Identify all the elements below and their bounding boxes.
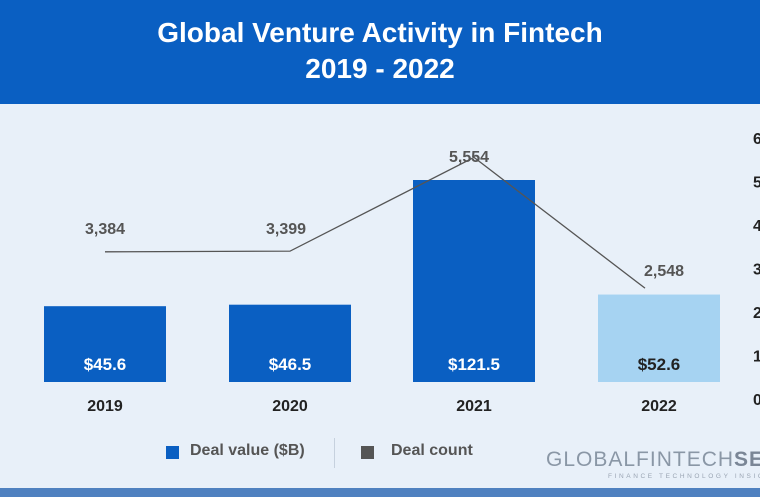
- legend-swatch-deal-count: [361, 446, 374, 459]
- legend-divider: [334, 438, 335, 468]
- legend-swatch-deal-value: [166, 446, 179, 459]
- chart-plot: $45.6 $46.5 $121.5 $52.6 2019 2020 2021 2022 3,3…: [44, 131, 760, 415]
- chart-subtitle: 2019 - 2022: [305, 53, 455, 84]
- deal-count-label-2022: 2,548: [644, 263, 684, 280]
- x-tick-label-2020: 2020: [272, 398, 308, 415]
- bar-2022: [598, 294, 720, 382]
- right-axis-tick-4: 4: [753, 218, 760, 235]
- deal-count-line: [104, 156, 646, 289]
- right-axis-tick-5: 5: [753, 175, 760, 192]
- legend-label-deal-count: Deal count: [391, 442, 473, 459]
- right-axis-tick-3: 3: [753, 262, 760, 279]
- deal-count-label-2021: 5,554: [449, 149, 489, 166]
- deal-count-label-2020: 3,399: [266, 221, 306, 238]
- brand-name-suffix: SE: [734, 448, 760, 471]
- chart-header: Global Venture Activity in Fintech 2019 …: [0, 0, 760, 104]
- bar-value-label-2020: $46.5: [269, 355, 312, 374]
- chart-title: Global Venture Activity in Fintech: [157, 17, 603, 48]
- chart-legend: Deal value ($B) Deal count: [0, 438, 760, 468]
- brand-name: GLOBALFINTECH: [546, 448, 735, 471]
- footer-bar: [0, 488, 760, 497]
- right-axis-tick-2: 2: [753, 305, 760, 322]
- brand-logo: GLOBALFINTECHSE FINANCE TECHNOLOGY INSIG…: [546, 448, 760, 488]
- right-axis-tick-0: 0: [753, 392, 760, 409]
- bar-2020: [229, 304, 351, 382]
- bar-value-label-2022: $52.6: [638, 355, 681, 374]
- x-tick-label-2022: 2022: [641, 398, 677, 415]
- x-tick-label-2021: 2021: [456, 398, 492, 415]
- bar-2019: [44, 306, 166, 382]
- x-tick-label-2019: 2019: [87, 398, 123, 415]
- right-axis-tick-6: 6: [753, 131, 760, 148]
- brand-tagline: FINANCE TECHNOLOGY INSIGHTS: [608, 473, 760, 480]
- bar-2021: [413, 180, 535, 382]
- deal-count-label-2019: 3,384: [85, 221, 125, 238]
- legend-label-deal-value: Deal value ($B): [190, 442, 305, 459]
- bar-value-label-2019: $45.6: [84, 355, 127, 374]
- bar-value-label-2021: $121.5: [448, 355, 500, 374]
- right-axis-tick-1: 1: [753, 349, 760, 366]
